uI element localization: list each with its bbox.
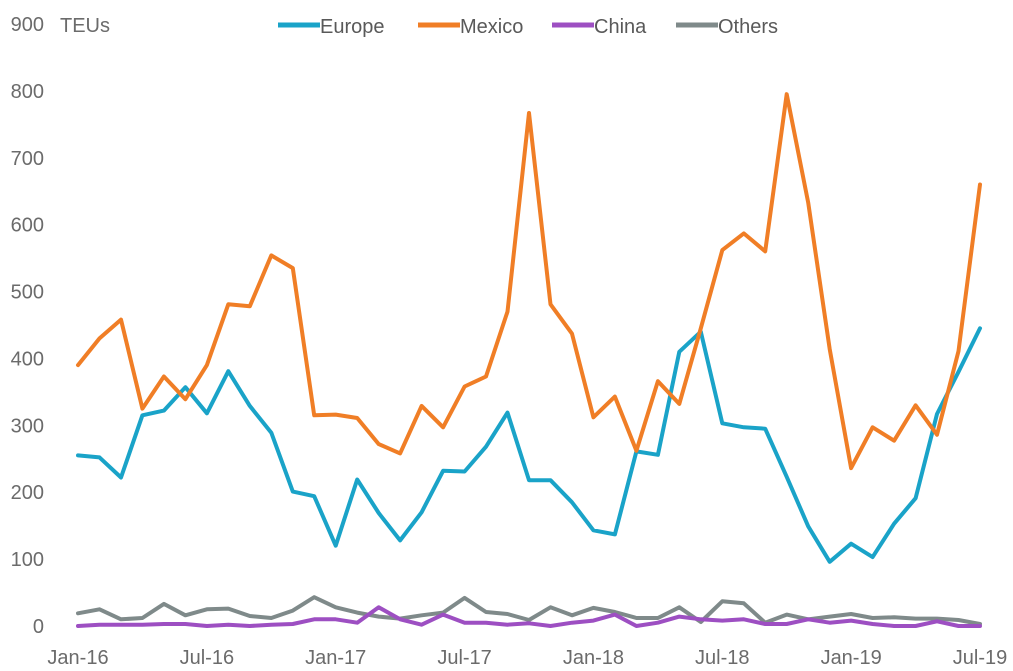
y-tick-label: 600: [11, 215, 44, 237]
y-tick-label: 700: [11, 148, 44, 170]
x-tick-label: Jan-16: [47, 647, 108, 669]
legend-label-china: China: [594, 16, 647, 38]
x-tick-label: Jan-19: [821, 647, 882, 669]
legend-label-mexico: Mexico: [460, 16, 523, 38]
y-tick-label: 800: [11, 81, 44, 103]
x-tick-label: Jul-18: [695, 647, 749, 669]
legend-label-europe: Europe: [320, 16, 385, 38]
y-axis-unit-label: TEUs: [60, 15, 110, 37]
y-tick-label: 500: [11, 282, 44, 304]
y-tick-label: 0: [33, 616, 44, 638]
y-tick-label: 400: [11, 348, 44, 370]
x-tick-label: Jan-18: [563, 647, 624, 669]
series-line-europe: [76, 326, 982, 564]
x-tick-label: Jul-17: [437, 647, 491, 669]
series-line-mexico: [76, 92, 982, 471]
x-tick-label: Jul-16: [180, 647, 234, 669]
series-lines: [76, 92, 982, 628]
y-axis: 0 100 200 300 400 500 600 700 800 900: [11, 14, 44, 638]
y-tick-label: 200: [11, 482, 44, 504]
series-line-china: [76, 605, 982, 628]
legend: Europe Mexico China Others: [278, 16, 778, 38]
y-tick-label: 900: [11, 14, 44, 36]
x-tick-label: Jan-17: [305, 647, 366, 669]
y-tick-label: 100: [11, 549, 44, 571]
legend-label-others: Others: [718, 16, 778, 38]
x-tick-label: Jul-19: [953, 647, 1007, 669]
y-tick-label: 300: [11, 415, 44, 437]
series-line-others: [76, 595, 982, 626]
x-axis: Jan-16 Jul-16 Jan-17 Jul-17 Jan-18 Jul-18 Jan-…: [47, 647, 1007, 669]
